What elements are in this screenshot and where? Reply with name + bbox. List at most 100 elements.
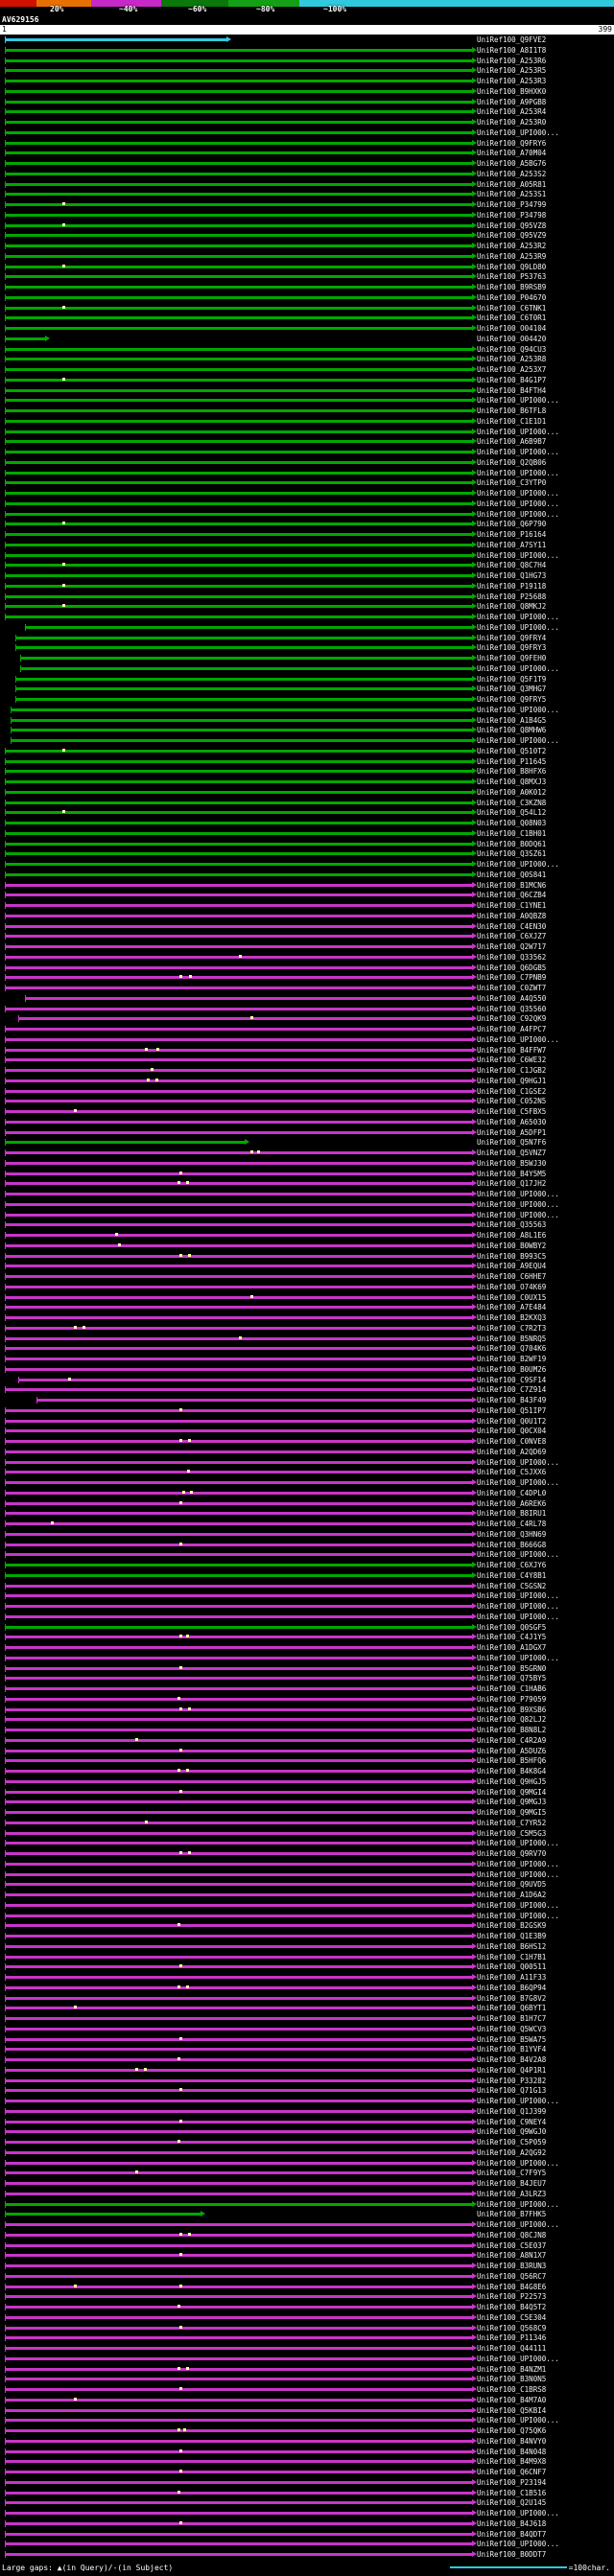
- hit-accession-label[interactable]: UniRef100_A253R6: [477, 56, 547, 65]
- alignment-bar[interactable]: [5, 1903, 472, 1907]
- alignment-bar[interactable]: [5, 1193, 472, 1195]
- alignment-bar[interactable]: [5, 1924, 472, 1928]
- alignment-bar[interactable]: [5, 1223, 472, 1227]
- hit-accession-label[interactable]: UniRef100_UPI000...: [477, 2540, 559, 2549]
- hit-accession-label[interactable]: UniRef100_B9RSB9: [477, 283, 547, 291]
- alignment-bar[interactable]: [5, 265, 472, 268]
- alignment-bar[interactable]: [5, 1481, 472, 1484]
- alignment-row[interactable]: UniRef100_B1MCN6: [0, 880, 614, 891]
- hit-accession-label[interactable]: UniRef100_Q9FRY6: [477, 138, 547, 148]
- hit-accession-label[interactable]: UniRef100_B6QP94: [477, 1983, 547, 1992]
- alignment-row[interactable]: UniRef100_Q1J399: [0, 2106, 614, 2117]
- hit-accession-label[interactable]: UniRef100_Q17JH2: [477, 1179, 547, 1189]
- alignment-bar[interactable]: [5, 1367, 472, 1371]
- alignment-bar[interactable]: [5, 2512, 472, 2515]
- hit-accession-label[interactable]: UniRef100_B4JEU7: [477, 2179, 547, 2188]
- hit-accession-label[interactable]: UniRef100_UPI000...: [477, 1653, 559, 1662]
- alignment-bar[interactable]: [5, 522, 472, 526]
- hit-accession-label[interactable]: UniRef100_C1E1D1: [477, 416, 547, 426]
- alignment-bar[interactable]: [5, 1800, 472, 1804]
- alignment-bar[interactable]: [5, 48, 472, 52]
- alignment-row[interactable]: UniRef100_P11645: [0, 756, 614, 767]
- alignment-bar[interactable]: [11, 739, 472, 742]
- hit-accession-label[interactable]: UniRef100_UPI000...: [477, 2199, 559, 2209]
- hit-accession-label[interactable]: UniRef100_Q35563: [477, 1220, 547, 1230]
- alignment-row[interactable]: UniRef100_B5GRN0: [0, 1663, 614, 1674]
- hit-accession-label[interactable]: UniRef100_A253S1: [477, 190, 547, 199]
- alignment-bar[interactable]: [5, 1440, 472, 1443]
- hit-accession-label[interactable]: UniRef100_Q1HG73: [477, 571, 547, 580]
- hit-accession-label[interactable]: UniRef100_Q9HGJ1: [477, 1076, 547, 1085]
- hit-accession-label[interactable]: UniRef100_UPI000...: [477, 2354, 559, 2363]
- alignment-bar[interactable]: [5, 2100, 472, 2102]
- alignment-bar[interactable]: [5, 1172, 472, 1175]
- hit-accession-label[interactable]: UniRef100_B666G8: [477, 1540, 547, 1549]
- alignment-bar[interactable]: [5, 1666, 472, 1670]
- alignment-bar[interactable]: [5, 2419, 472, 2423]
- alignment-bar[interactable]: [5, 2027, 472, 2031]
- hit-accession-label[interactable]: UniRef100_UPI000...: [477, 1550, 559, 1560]
- alignment-row[interactable]: UniRef100_UPI000...: [0, 2539, 614, 2549]
- alignment-row[interactable]: UniRef100_A4Q550: [0, 993, 614, 1004]
- alignment-row[interactable]: UniRef100_Q2U145: [0, 2497, 614, 2508]
- alignment-row[interactable]: UniRef100_Q95VZ8: [0, 220, 614, 231]
- hit-accession-label[interactable]: UniRef100_B993C5: [477, 1251, 547, 1261]
- hit-accession-label[interactable]: UniRef100_A5DFP1: [477, 1127, 547, 1137]
- alignment-row[interactable]: UniRef100_Q5KBI4: [0, 2405, 614, 2416]
- alignment-bar[interactable]: [5, 1729, 472, 1731]
- alignment-bar[interactable]: [5, 1718, 472, 1722]
- alignment-row[interactable]: UniRef100_Q51IP7: [0, 1405, 614, 1416]
- alignment-row[interactable]: UniRef100_Q9FRY6: [0, 138, 614, 149]
- hit-accession-label[interactable]: UniRef100_Q3MHG7: [477, 685, 547, 694]
- hit-accession-label[interactable]: UniRef100_Q9FVE2: [477, 35, 547, 44]
- alignment-bar[interactable]: [5, 2491, 472, 2495]
- alignment-bar[interactable]: [15, 687, 472, 691]
- hit-accession-label[interactable]: UniRef100_Q6BYT1: [477, 2004, 547, 2013]
- alignment-row[interactable]: UniRef100_A1DGX7: [0, 1642, 614, 1653]
- alignment-bar[interactable]: [5, 2078, 472, 2082]
- alignment-row[interactable]: UniRef100_P34799: [0, 199, 614, 210]
- hit-accession-label[interactable]: UniRef100_B5WJ30: [477, 1158, 547, 1168]
- alignment-bar[interactable]: [5, 1862, 472, 1866]
- alignment-row[interactable]: UniRef100_Q9MGJ3: [0, 1797, 614, 1807]
- alignment-row[interactable]: UniRef100_UPI000...: [0, 1457, 614, 1468]
- alignment-bar[interactable]: [5, 1285, 472, 1288]
- alignment-bar[interactable]: [5, 399, 472, 403]
- alignment-row[interactable]: UniRef100_UPI000...: [0, 550, 614, 561]
- alignment-row[interactable]: UniRef100_B4K8G4: [0, 1766, 614, 1776]
- alignment-bar[interactable]: [5, 2542, 472, 2546]
- alignment-bar[interactable]: [17, 1017, 472, 1021]
- alignment-bar[interactable]: [5, 1738, 472, 1742]
- alignment-bar[interactable]: [5, 203, 472, 206]
- alignment-bar[interactable]: [5, 388, 472, 392]
- alignment-row[interactable]: UniRef100_UPI000...: [0, 1838, 614, 1848]
- hit-accession-label[interactable]: UniRef100_B5HFQ6: [477, 1756, 547, 1766]
- alignment-bar[interactable]: [5, 811, 472, 815]
- hit-accession-label[interactable]: UniRef100_UPI000...: [477, 2158, 559, 2168]
- hit-accession-label[interactable]: UniRef100_UPI000...: [477, 2509, 559, 2518]
- alignment-bar[interactable]: [25, 625, 472, 629]
- alignment-bar[interactable]: [5, 1636, 472, 1639]
- alignment-bar[interactable]: [17, 1378, 472, 1381]
- alignment-row[interactable]: UniRef100_Q9MGI5: [0, 1807, 614, 1818]
- alignment-bar[interactable]: [5, 1275, 472, 1278]
- alignment-bar[interactable]: [20, 657, 472, 660]
- hit-accession-label[interactable]: UniRef100_UPI000...: [477, 1190, 559, 1198]
- alignment-row[interactable]: UniRef100_A5DUZ6: [0, 1746, 614, 1756]
- alignment-row[interactable]: UniRef100_C4R2A9: [0, 1735, 614, 1746]
- alignment-bar[interactable]: [15, 636, 472, 639]
- alignment-bar[interactable]: [5, 790, 472, 794]
- alignment-row[interactable]: UniRef100_Q54L12: [0, 807, 614, 818]
- alignment-bar[interactable]: [5, 553, 472, 557]
- alignment-bar[interactable]: [5, 2388, 472, 2391]
- alignment-bar[interactable]: [5, 543, 472, 546]
- alignment-row[interactable]: UniRef100_UPI000...: [0, 2199, 614, 2210]
- alignment-row[interactable]: UniRef100_A253R3: [0, 76, 614, 86]
- hit-accession-label[interactable]: UniRef100_Q54L12: [477, 808, 547, 818]
- alignment-row[interactable]: UniRef100_B4M9X8: [0, 2456, 614, 2467]
- hit-accession-label[interactable]: UniRef100_P16164: [477, 530, 547, 539]
- alignment-row[interactable]: UniRef100_A253R4: [0, 106, 614, 117]
- alignment-bar[interactable]: [5, 2150, 472, 2154]
- alignment-row[interactable]: UniRef100_Q82LJ2: [0, 1714, 614, 1725]
- alignment-bar[interactable]: [5, 2460, 472, 2464]
